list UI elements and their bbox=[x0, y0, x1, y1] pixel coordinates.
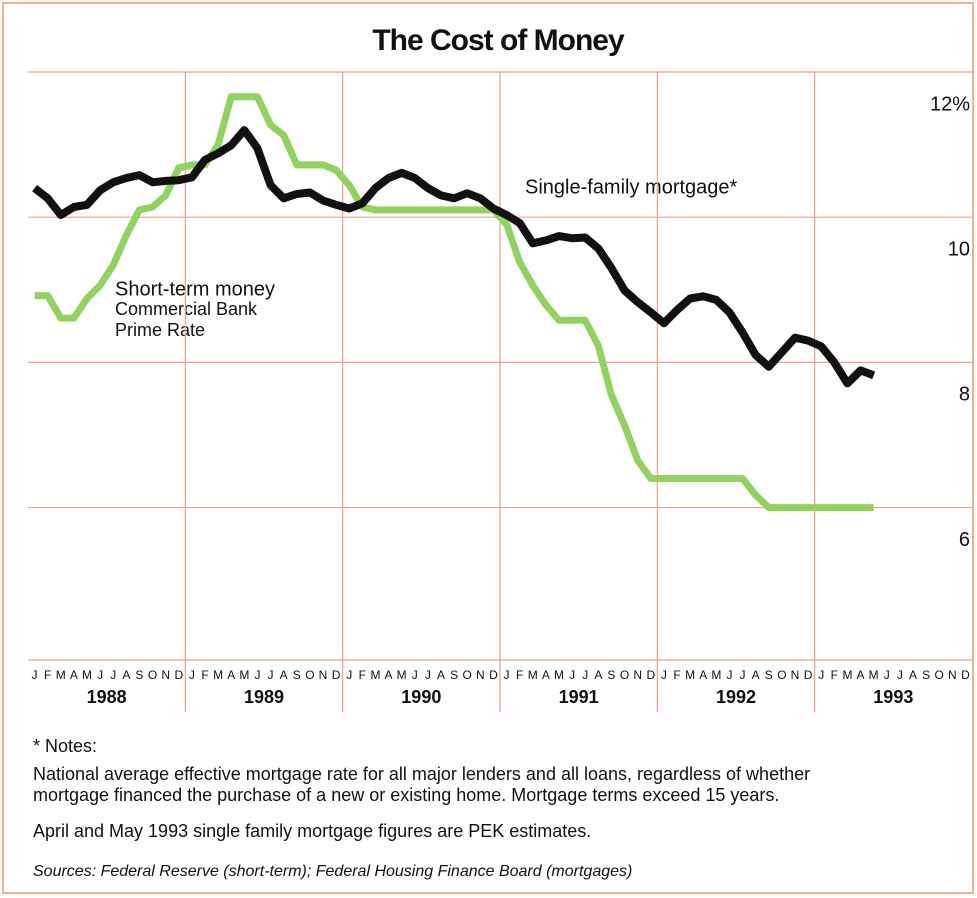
year-label: 1992 bbox=[716, 687, 756, 707]
x-tick-label: A bbox=[699, 668, 707, 682]
series-label: Short-term money bbox=[115, 278, 275, 300]
y-tick-label: 6 bbox=[959, 529, 970, 551]
x-tick-label: J bbox=[32, 668, 38, 682]
x-tick-label: N bbox=[948, 668, 957, 682]
x-tick-label: M bbox=[213, 668, 223, 682]
x-tick-label: J bbox=[884, 668, 890, 682]
x-tick-label: D bbox=[961, 668, 970, 682]
x-tick-label: D bbox=[489, 668, 498, 682]
x-tick-label: D bbox=[804, 668, 813, 682]
x-tick-label: O bbox=[935, 668, 944, 682]
x-tick-label: J bbox=[412, 668, 418, 682]
x-tick-label: J bbox=[582, 668, 588, 682]
y-tick-label: 10 bbox=[948, 238, 970, 260]
notes-heading: * Notes: bbox=[33, 736, 97, 756]
series-line bbox=[32, 126, 876, 388]
x-tick-label: M bbox=[239, 668, 249, 682]
notes-line: April and May 1993 single family mortgag… bbox=[33, 821, 591, 841]
series-sublabel: Commercial Bank bbox=[115, 299, 258, 319]
x-tick-label: F bbox=[44, 668, 51, 682]
x-tick-label: D bbox=[332, 668, 341, 682]
x-tick-label: J bbox=[569, 668, 575, 682]
x-tick-label: S bbox=[135, 668, 143, 682]
x-tick-label: J bbox=[661, 668, 667, 682]
x-tick-label: O bbox=[305, 668, 314, 682]
x-tick-label: J bbox=[268, 668, 274, 682]
x-tick-label: J bbox=[425, 668, 431, 682]
year-label: 1993 bbox=[873, 687, 913, 707]
x-tick-label: O bbox=[777, 668, 786, 682]
x-tick-label: S bbox=[765, 668, 773, 682]
x-tick-label: M bbox=[370, 668, 380, 682]
x-tick-label: M bbox=[842, 668, 852, 682]
x-tick-label: A bbox=[122, 668, 130, 682]
x-tick-label: A bbox=[594, 668, 602, 682]
x-tick-label: J bbox=[726, 668, 732, 682]
x-tick-label: J bbox=[897, 668, 903, 682]
year-label: 1989 bbox=[244, 687, 284, 707]
x-tick-label: A bbox=[752, 668, 760, 682]
x-tick-label: N bbox=[476, 668, 485, 682]
x-tick-label: M bbox=[685, 668, 695, 682]
x-tick-label: F bbox=[516, 668, 523, 682]
x-tick-label: J bbox=[740, 668, 746, 682]
x-tick-label: O bbox=[463, 668, 472, 682]
x-tick-label: S bbox=[607, 668, 615, 682]
x-tick-label: S bbox=[922, 668, 930, 682]
y-tick-label: 8 bbox=[959, 384, 970, 406]
x-tick-label: D bbox=[646, 668, 655, 682]
x-tick-label: N bbox=[161, 668, 170, 682]
x-tick-label: J bbox=[346, 668, 352, 682]
notes-line: National average effective mortgage rate… bbox=[33, 764, 810, 784]
x-tick-label: S bbox=[450, 668, 458, 682]
x-tick-label: J bbox=[189, 668, 195, 682]
x-tick-label: N bbox=[633, 668, 642, 682]
sources: Sources: Federal Reserve (short-term); F… bbox=[33, 863, 632, 880]
x-tick-label: F bbox=[831, 668, 838, 682]
x-tick-label: J bbox=[110, 668, 116, 682]
x-tick-label: J bbox=[818, 668, 824, 682]
x-tick-label: M bbox=[56, 668, 66, 682]
x-tick-label: A bbox=[437, 668, 445, 682]
x-tick-label: J bbox=[254, 668, 260, 682]
series-label: Single-family mortgage* bbox=[525, 176, 738, 198]
x-tick-label: N bbox=[791, 668, 800, 682]
x-tick-label: O bbox=[148, 668, 157, 682]
x-tick-label: J bbox=[504, 668, 510, 682]
x-tick-label: M bbox=[869, 668, 879, 682]
x-tick-label: N bbox=[319, 668, 328, 682]
x-tick-label: A bbox=[70, 668, 78, 682]
x-tick-label: D bbox=[174, 668, 183, 682]
x-tick-label: J bbox=[97, 668, 103, 682]
y-tick-label: 12% bbox=[930, 93, 970, 115]
x-tick-label: F bbox=[201, 668, 208, 682]
x-tick-label: A bbox=[542, 668, 550, 682]
x-tick-label: M bbox=[554, 668, 564, 682]
x-tick-label: M bbox=[82, 668, 92, 682]
x-tick-label: A bbox=[227, 668, 235, 682]
notes-line: mortgage financed the purchase of a new … bbox=[33, 785, 779, 805]
x-tick-label: O bbox=[620, 668, 629, 682]
chart-title: The Cost of Money bbox=[372, 24, 625, 57]
x-tick-label: A bbox=[385, 668, 393, 682]
x-tick-label: F bbox=[673, 668, 680, 682]
year-label: 1990 bbox=[401, 687, 441, 707]
x-tick-label: M bbox=[711, 668, 721, 682]
x-tick-label: A bbox=[857, 668, 865, 682]
x-tick-label: S bbox=[293, 668, 301, 682]
x-tick-label: M bbox=[397, 668, 407, 682]
year-label: 1991 bbox=[559, 687, 599, 707]
series-sublabel: Prime Rate bbox=[115, 320, 205, 340]
year-label: 1988 bbox=[87, 687, 127, 707]
x-tick-label: A bbox=[280, 668, 288, 682]
x-tick-label: A bbox=[909, 668, 917, 682]
x-tick-label: F bbox=[359, 668, 366, 682]
x-tick-label: M bbox=[528, 668, 538, 682]
